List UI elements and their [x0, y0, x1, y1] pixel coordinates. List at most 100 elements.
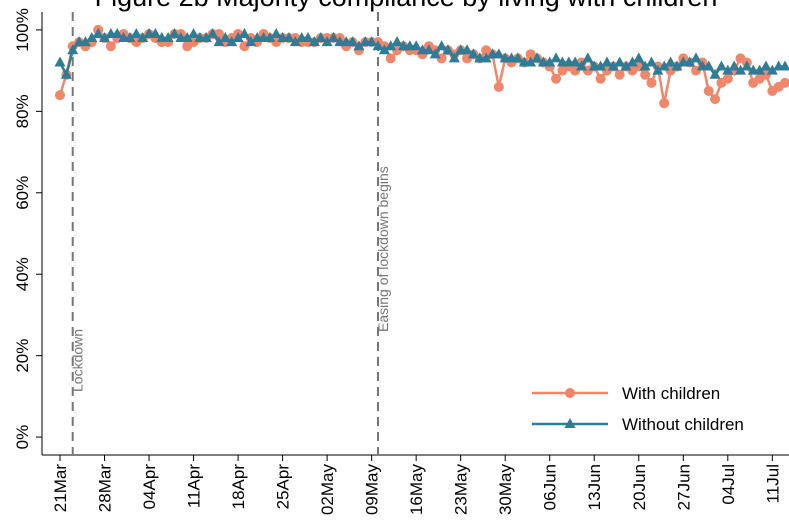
data-point — [658, 60, 670, 71]
data-point — [289, 36, 301, 47]
x-tick-label: 28Mar — [96, 464, 115, 513]
x-tick-label: 16May — [407, 464, 426, 516]
data-point — [779, 60, 789, 71]
data-point — [620, 60, 632, 71]
x-tick-label: 27Jun — [674, 464, 693, 510]
data-point — [232, 32, 244, 43]
data-point — [722, 73, 733, 84]
data-point — [353, 40, 365, 51]
data-point — [461, 44, 473, 55]
data-point — [60, 68, 72, 79]
data-point — [149, 27, 161, 38]
legend-label: With children — [622, 384, 720, 403]
data-point — [754, 64, 766, 75]
data-point — [264, 32, 276, 43]
y-tick-label: 100% — [13, 8, 32, 51]
data-point — [665, 56, 677, 67]
data-point — [760, 60, 772, 71]
data-point — [302, 32, 314, 43]
data-point — [347, 36, 359, 47]
data-point — [238, 27, 250, 38]
data-point — [283, 32, 295, 43]
data-point — [710, 94, 721, 105]
data-point — [576, 60, 588, 71]
x-tick-label: 11Jul — [763, 464, 782, 503]
x-tick-label: 30May — [496, 464, 515, 516]
data-point — [327, 32, 339, 43]
x-tick-label: 02May — [318, 464, 337, 516]
data-point — [207, 27, 219, 38]
data-point — [659, 98, 670, 109]
data-point — [614, 69, 625, 80]
data-point — [378, 44, 390, 55]
x-tick-label: 11Apr — [185, 464, 204, 508]
data-point — [640, 69, 651, 80]
x-tick-label: 09May — [363, 464, 382, 516]
data-point — [550, 52, 562, 63]
data-point — [601, 56, 613, 67]
data-point — [766, 64, 778, 75]
data-point — [321, 36, 333, 47]
y-tick-label: 80% — [13, 94, 32, 128]
data-point — [709, 68, 721, 79]
data-point — [213, 36, 225, 47]
data-point — [385, 40, 397, 51]
data-point — [645, 56, 657, 67]
data-point — [315, 32, 327, 43]
x-tick-label: 04Apr — [140, 464, 159, 510]
data-point — [569, 56, 581, 67]
data-point — [684, 56, 696, 67]
data-point — [722, 64, 734, 75]
x-tick-label: 23May — [452, 464, 471, 516]
data-point — [423, 44, 435, 55]
x-tick-label: 18Apr — [229, 464, 248, 510]
data-point — [582, 52, 594, 63]
x-tick-label: 21Mar — [51, 464, 70, 513]
data-point — [372, 40, 384, 51]
data-point — [671, 60, 683, 71]
data-point — [391, 36, 403, 47]
data-point — [646, 77, 657, 88]
x-tick-label: 20Jun — [630, 464, 649, 510]
data-point — [493, 81, 504, 92]
data-point — [92, 27, 104, 38]
data-point — [480, 52, 492, 63]
data-point — [245, 36, 257, 47]
data-point — [607, 60, 619, 71]
data-point — [55, 90, 65, 101]
data-point — [728, 60, 740, 71]
data-point — [79, 36, 91, 47]
legend-marker — [565, 388, 575, 398]
data-point — [595, 73, 606, 84]
annotation: Easing of lockdown begins — [375, 166, 391, 332]
data-point — [385, 53, 396, 64]
data-point — [741, 60, 753, 71]
chart-title: Figure 2b Majority compliance by living … — [95, 0, 718, 12]
legend-marker — [564, 418, 576, 428]
annotation: Lockdown — [70, 329, 86, 392]
data-point — [652, 64, 664, 75]
data-point — [626, 56, 638, 67]
data-point — [614, 56, 626, 67]
data-point — [86, 32, 98, 43]
data-point — [366, 36, 378, 47]
data-point — [130, 27, 142, 38]
data-point — [137, 32, 149, 43]
data-point — [715, 60, 727, 71]
data-point — [512, 52, 524, 63]
data-point — [735, 64, 747, 75]
data-point — [551, 73, 562, 84]
data-point — [690, 52, 702, 63]
data-point — [703, 60, 715, 71]
data-point — [181, 32, 193, 43]
data-point — [226, 36, 238, 47]
data-point — [436, 40, 448, 51]
data-point — [67, 44, 79, 55]
data-point — [188, 27, 200, 38]
data-point — [639, 60, 651, 71]
data-point — [595, 60, 607, 71]
data-point — [429, 48, 441, 59]
y-tick-label: 0% — [13, 425, 32, 450]
data-point — [105, 41, 116, 52]
